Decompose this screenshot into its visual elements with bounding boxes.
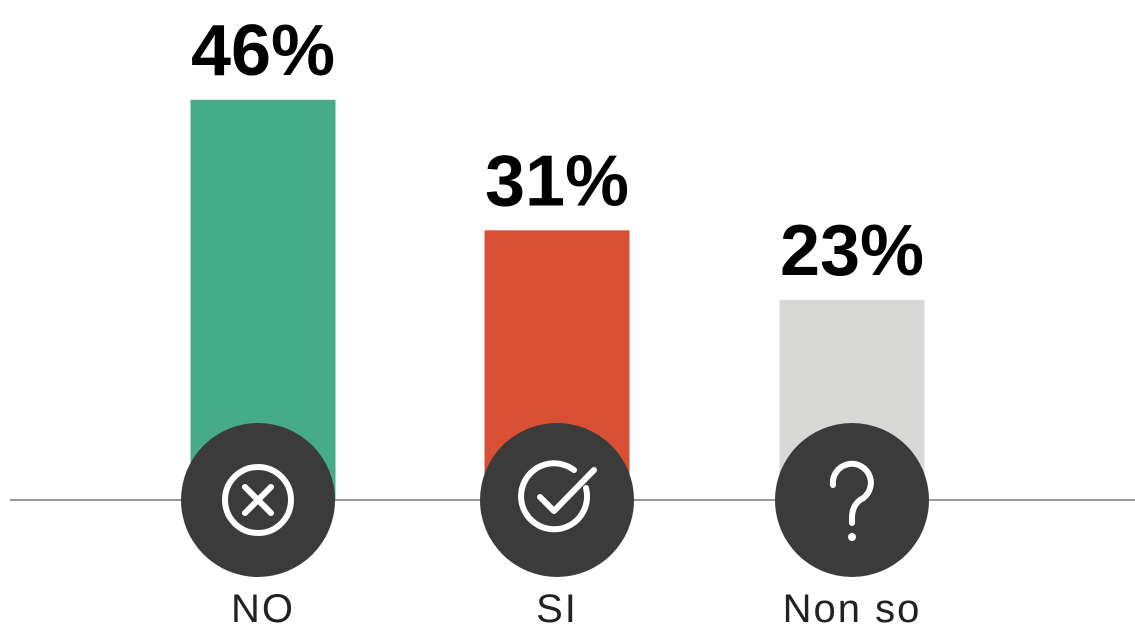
- icon-si: [480, 423, 634, 577]
- category-label: SI: [536, 587, 578, 629]
- labels: 46% NO 31% SI 23% Non so: [191, 11, 924, 629]
- value-label: 46%: [191, 11, 335, 91]
- value-label: 23%: [780, 211, 924, 291]
- icon-no: [181, 423, 335, 577]
- category-label: NO: [231, 587, 295, 629]
- category-label: Non so: [783, 587, 922, 629]
- value-label: 31%: [485, 141, 629, 221]
- icon-non-so: [775, 423, 929, 577]
- bars: [190, 99, 925, 501]
